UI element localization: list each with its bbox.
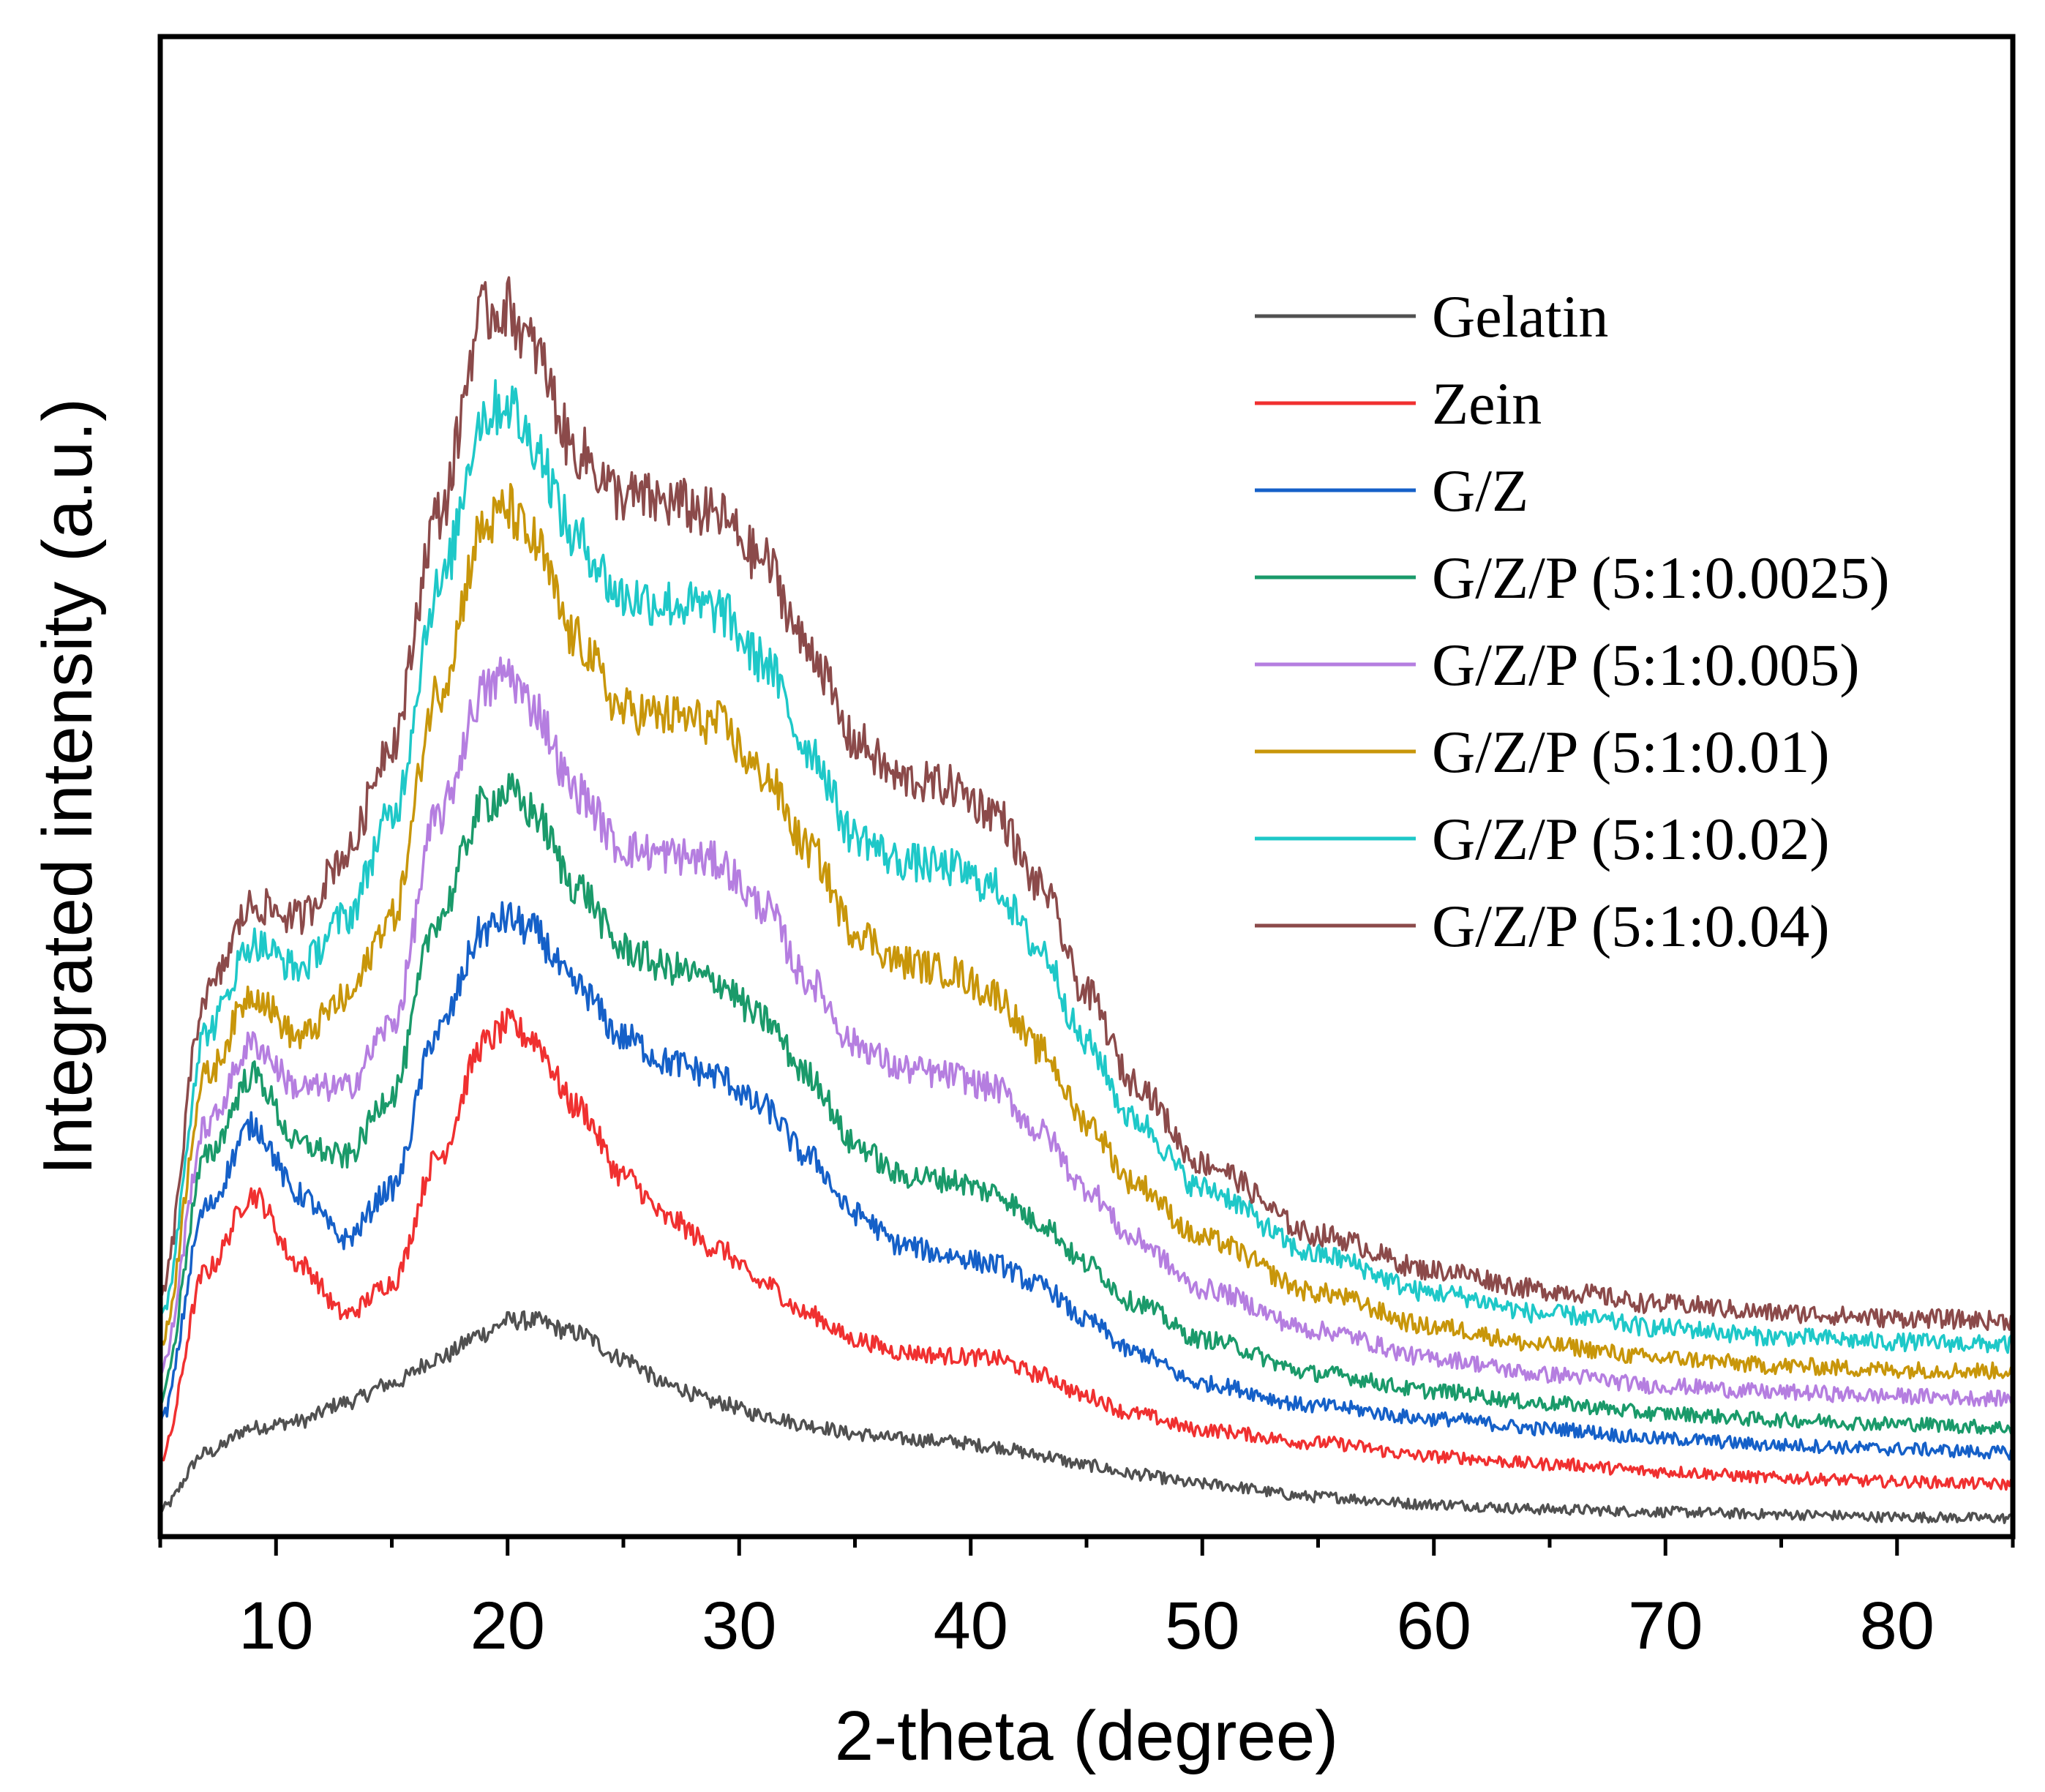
x-tick-label: 80 xyxy=(1860,1589,1935,1663)
legend-label: G/Z/P (5:1:0.005) xyxy=(1432,631,1860,698)
series-line-0 xyxy=(159,1310,2014,1524)
legend-label: G/Z xyxy=(1432,457,1528,524)
x-tick-label: 70 xyxy=(1628,1589,1703,1663)
series-line-7 xyxy=(159,276,2014,1331)
legend-label: G/Z/P (5:1:0.02) xyxy=(1432,806,1830,872)
legend-label: G/Z/P (5:1:0.01) xyxy=(1432,719,1830,785)
x-tick-label: 60 xyxy=(1397,1589,1471,1663)
plot-lines xyxy=(159,276,2014,1524)
x-axis-title: 2-theta (degree) xyxy=(835,1697,1338,1775)
x-tick-label: 40 xyxy=(934,1589,1008,1663)
x-tick-label: 30 xyxy=(702,1589,776,1663)
y-axis-title: Integrated intensity (a.u.) xyxy=(29,398,107,1175)
series-line-1 xyxy=(159,1008,2014,1491)
legend: Gelatin Zein G/Z G/Z/P (5:1:0.0025) G/Z/P (5… xyxy=(1255,283,1890,959)
x-tick-label: 50 xyxy=(1165,1589,1239,1663)
series-line-4 xyxy=(159,656,2014,1408)
x-ticks xyxy=(158,1537,2015,1556)
series-line-2 xyxy=(159,901,2013,1461)
x-tick-label: 10 xyxy=(239,1589,313,1663)
legend-label: Gelatin xyxy=(1432,283,1608,350)
series-line-6 xyxy=(160,379,2014,1354)
legend-label: G/Z/P (5:1:0.04) xyxy=(1432,893,1830,959)
x-tick-label: 20 xyxy=(470,1589,545,1663)
series-line-3 xyxy=(159,773,2014,1435)
legend-label: Zein xyxy=(1432,370,1542,437)
legend-label: G/Z/P (5:1:0.0025) xyxy=(1432,544,1890,611)
x-tick-labels: 10 20 30 40 50 60 70 80 xyxy=(239,1589,1935,1663)
series-line-5 xyxy=(159,482,2014,1380)
